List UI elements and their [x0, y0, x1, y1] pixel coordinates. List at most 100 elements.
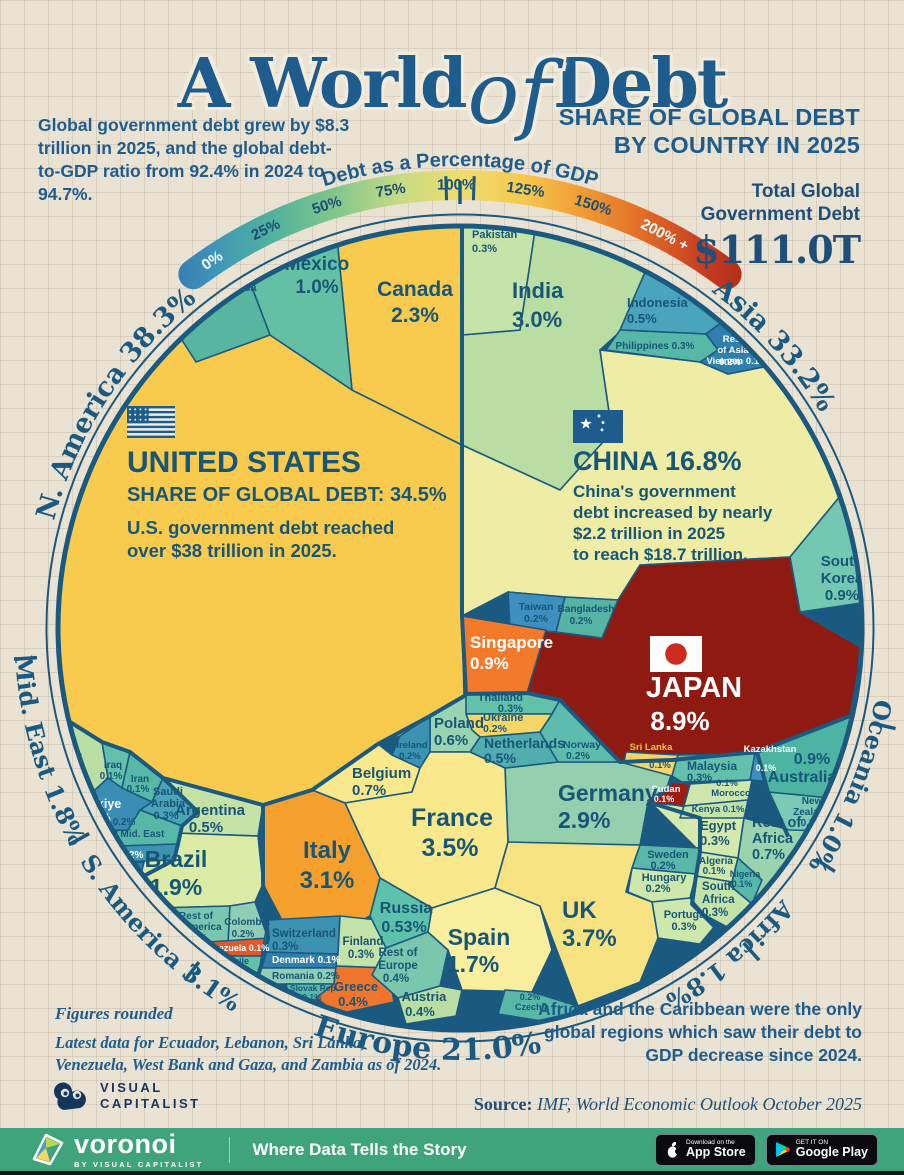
visual-capitalist-logo: VISUAL CAPITALIST: [52, 1080, 201, 1113]
svg-text:1.0%: 1.0%: [295, 277, 338, 298]
svg-text:0.3%: 0.3%: [702, 907, 728, 919]
footer-bar: voronoi BY VISUAL CAPITALIST Where Data …: [0, 1128, 904, 1171]
svg-text:India: India: [512, 278, 564, 303]
svg-text:JAPAN: JAPAN: [646, 672, 742, 704]
chart-subtitle: SHAR­E OF GLOBAL DEBT BY COUNTRY IN 2025: [559, 104, 860, 159]
svg-text:0.2%: 0.2%: [719, 357, 741, 368]
voronoi-wordmark-text: voronoi: [74, 1128, 177, 1159]
svg-text:0.1%: 0.1%: [703, 866, 726, 877]
svg-text:0.1%: 0.1%: [756, 763, 777, 773]
svg-text:South: South: [702, 881, 735, 893]
page-title: A WorldofDebt: [0, 28, 904, 144]
svg-text:UK: UK: [562, 897, 597, 924]
svg-text:0.3%: 0.3%: [153, 810, 178, 822]
svg-text:3.7%: 3.7%: [562, 925, 617, 952]
google-play-line2: Google Play: [795, 1145, 868, 1160]
svg-text:to reach $18.7 trillion.: to reach $18.7 trillion.: [573, 545, 748, 564]
svg-text:Taiwan: Taiwan: [519, 601, 554, 613]
svg-text:1.7%: 1.7%: [447, 951, 499, 977]
svg-text:0.2%: 0.2%: [650, 860, 675, 872]
svg-text:Iraq: Iraq: [104, 760, 122, 771]
svg-text:Norway: Norway: [563, 739, 601, 751]
svg-text:Philippines 0.3%: Philippines 0.3%: [616, 341, 695, 352]
svg-text:125%: 125%: [505, 179, 545, 201]
svg-text:Vietnam 0.1%: Vietnam 0.1%: [706, 356, 768, 367]
figures-note: Figures rounded: [55, 1004, 173, 1023]
svg-text:0.1%: 0.1%: [654, 794, 675, 804]
svg-text:Africa: Africa: [702, 894, 735, 906]
svg-text:3.0%: 3.0%: [512, 307, 562, 332]
svg-text:0.3%: 0.3%: [472, 243, 497, 255]
svg-text:0.5%: 0.5%: [189, 819, 223, 836]
svg-text:0.1%: 0.1%: [302, 992, 322, 1002]
svg-text:Belgium: Belgium: [352, 765, 411, 782]
cell-spain: [427, 887, 553, 993]
google-play-badge[interactable]: GET IT ON Google Play: [765, 1133, 878, 1166]
svg-text:0.3%: 0.3%: [671, 921, 696, 933]
svg-text:Spain: Spain: [448, 924, 511, 950]
svg-text:0.3%: 0.3%: [272, 941, 298, 953]
svg-text:Portugal: Portugal: [664, 909, 709, 921]
svg-text:Bangladesh: Bangladesh: [558, 604, 615, 615]
latest-data-note: Latest data for Ecuador, Lebanon, Sri La…: [55, 1032, 441, 1077]
svg-text:Canada: Canada: [377, 278, 453, 301]
svg-text:0.2%: 0.2%: [113, 817, 136, 828]
svg-text:0.5%: 0.5%: [484, 750, 516, 766]
svg-text:Indonesia: Indonesia: [627, 295, 688, 310]
footer-tagline: Where Data Tells the Story: [252, 1139, 467, 1159]
apple-icon: [667, 1141, 681, 1158]
svg-text:Brazil: Brazil: [145, 846, 208, 872]
svg-text:Australia: Australia: [768, 769, 837, 786]
latest-line1: Latest data for Ecuador, Lebanon, Sri La…: [55, 1033, 366, 1052]
flag-us-icon: [127, 406, 175, 438]
svg-text:0.7%: 0.7%: [752, 847, 785, 863]
africa-caribbean-note: Africa and the Caribbean were the only g…: [538, 999, 862, 1065]
svg-text:France: France: [411, 804, 493, 832]
subtitle-line1: SHAR­E OF GLOBAL DEBT: [558, 104, 860, 130]
total-label-line1: Total Global: [751, 181, 860, 202]
vc-wordmark-line1: VISUAL: [100, 1080, 163, 1095]
total-debt-block: Total Global Government Debt $111.0T: [693, 180, 861, 272]
svg-text:Germany: Germany: [558, 780, 658, 806]
svg-text:CHINA 16.8%: CHINA 16.8%: [573, 446, 742, 476]
svg-text:$2.2 trillion in 2025: $2.2 trillion in 2025: [573, 524, 725, 543]
svg-text:0.1%: 0.1%: [127, 784, 150, 795]
svg-text:New: New: [802, 796, 823, 807]
svg-text:3.5%: 3.5%: [422, 834, 479, 862]
svg-text:0.2%: 0.2%: [524, 613, 549, 625]
svg-text:0.4%: 0.4%: [405, 1004, 435, 1019]
voronoi-logo-icon: [32, 1133, 64, 1166]
svg-text:Czechia: Czechia: [515, 1002, 550, 1012]
svg-text:Africa: Africa: [752, 831, 794, 847]
svg-text:0.53%: 0.53%: [381, 919, 426, 936]
svg-text:Argentina: Argentina: [175, 802, 246, 819]
intro-text: Global government debt grew by $8.3 tril…: [38, 115, 350, 205]
voronoi-byline: BY VISUAL CAPITALIST: [74, 1159, 204, 1169]
svg-text:Switzerland: Switzerland: [272, 928, 336, 940]
svg-text:Ukraine: Ukraine: [483, 712, 523, 724]
svg-text:Nigeria: Nigeria: [730, 869, 762, 879]
svg-text:Korea: Korea: [821, 570, 864, 587]
svg-text:0.6%: 0.6%: [434, 732, 468, 749]
app-store-badge[interactable]: Download on the App Store: [655, 1133, 756, 1166]
svg-text:Malaysia: Malaysia: [687, 759, 737, 773]
svg-text:Iran: Iran: [131, 774, 149, 785]
svg-text:0.2%: 0.2%: [232, 929, 255, 940]
svg-text:debt increased by nearly: debt increased by nearly: [573, 503, 773, 522]
svg-text:0.4%: 0.4%: [338, 994, 368, 1009]
cell-bangladesh: [555, 596, 619, 639]
svg-text:Rest of: Rest of: [752, 815, 801, 831]
svg-text:Morocco: Morocco: [711, 788, 751, 799]
title-part-a: A World: [177, 44, 468, 124]
svg-text:Saudi: Saudi: [153, 786, 183, 798]
svg-text:Greece: Greece: [334, 979, 378, 994]
svg-text:Egypt: Egypt: [700, 818, 737, 833]
svg-text:Slovak Rep.: Slovak Rep.: [290, 983, 338, 993]
total-label-line2: Government Debt: [700, 204, 860, 226]
svg-text:Zealand: Zealand: [793, 807, 831, 818]
svg-text:Ireland: Ireland: [396, 740, 427, 751]
svg-text:0.3%: 0.3%: [687, 772, 712, 784]
svg-text:75%: 75%: [375, 180, 407, 201]
svg-text:Algeria: Algeria: [699, 856, 733, 867]
svg-text:S. America: S. America: [170, 922, 222, 933]
